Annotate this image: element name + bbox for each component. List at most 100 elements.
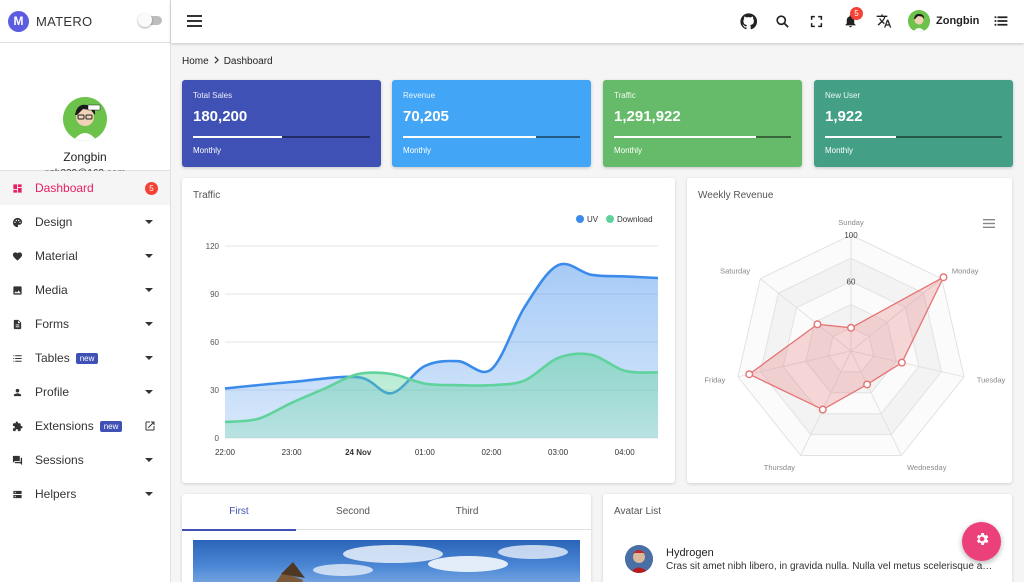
description-icon: [11, 318, 23, 330]
sidebar-item-tables[interactable]: Tables new: [0, 341, 170, 375]
list-item-name: Hydrogen: [666, 547, 714, 559]
sidebar-item-extensions[interactable]: Extensions new: [0, 409, 170, 443]
stat-progress-bar: [403, 136, 580, 138]
y-tick-label: 0: [215, 434, 220, 443]
legend-marker: [606, 215, 614, 223]
legend-label: UV: [587, 215, 599, 224]
stat-card-traffic: Traffic 1,291,922 Monthly: [603, 80, 802, 167]
chart-menu-icon[interactable]: [983, 215, 995, 233]
search-icon[interactable]: [773, 12, 791, 30]
sidebar-item-label: Design: [35, 215, 73, 229]
tab-second[interactable]: Second: [336, 506, 370, 517]
x-tick-label: 01:00: [415, 448, 436, 457]
stat-progress-bar: [193, 136, 370, 138]
radar-category-label: Friday: [704, 376, 725, 385]
notification-count-badge: 5: [850, 7, 863, 20]
radar-category-label: Thursday: [764, 463, 796, 472]
chevron-down-icon: [145, 322, 153, 326]
chevron-down-icon: [145, 458, 153, 462]
settings-gear-icon: [974, 531, 990, 552]
view-list-icon[interactable]: [992, 12, 1010, 30]
radar-axis: [737, 350, 852, 378]
traffic-chart-card: Traffic 0 30 60 90 120 22:00 23:00 24 Nov 01:00 0…: [182, 178, 675, 483]
sidebar-item-forms[interactable]: Forms: [0, 307, 170, 341]
sidebar-item-media[interactable]: Media: [0, 273, 170, 307]
new-badge: new: [99, 420, 123, 432]
x-tick-label: 23:00: [282, 448, 303, 457]
radar-tick-label: 60: [847, 277, 856, 286]
tab-third[interactable]: Third: [455, 506, 479, 517]
x-tick-label: 04:00: [615, 448, 636, 457]
series-area-download: [225, 353, 658, 438]
theme-toggle[interactable]: [138, 13, 164, 27]
radar-axis: [800, 350, 852, 456]
radar-data-point: [863, 380, 872, 389]
github-icon[interactable]: [739, 12, 757, 30]
radar-axis: [850, 278, 943, 352]
chevron-down-icon: [145, 492, 153, 496]
chevron-down-icon: [145, 390, 153, 394]
user-avatar[interactable]: [63, 97, 107, 141]
forum-icon: [11, 454, 23, 466]
radar-category-label: Sunday: [838, 218, 864, 227]
open-in-new-icon[interactable]: [144, 420, 156, 435]
radar-category-label: Wednesday: [907, 463, 947, 472]
card-title: Traffic: [193, 190, 221, 201]
translate-icon[interactable]: [875, 12, 893, 30]
series-line-download: [224, 352, 659, 424]
sidebar-item-material[interactable]: Material: [0, 239, 170, 273]
sidebar-item-label: Dashboard: [35, 181, 94, 195]
sidebar-item-dashboard[interactable]: Dashboard 5: [0, 171, 170, 205]
settings-fab-button[interactable]: [962, 522, 1001, 561]
fullscreen-icon[interactable]: [807, 12, 825, 30]
tab-first[interactable]: First: [182, 494, 296, 531]
sidebar-item-label: Helpers: [35, 487, 77, 501]
user-panel: Zongbin nzb329@163.com: [0, 43, 170, 201]
sidebar-item-label: Profile: [35, 385, 70, 399]
stat-title: Revenue: [403, 91, 436, 100]
x-tick-label: 02:00: [481, 448, 502, 457]
sidebar-item-label: Tables: [35, 351, 70, 365]
tabs-card: First Second Third: [182, 494, 591, 582]
sidebar-item-helpers[interactable]: Helpers: [0, 477, 170, 511]
list-item-text: Cras sit amet nibh libero, in gravida nu…: [666, 561, 993, 572]
breadcrumb-home[interactable]: Home: [182, 56, 209, 67]
weekly-revenue-card: Weekly Revenue 60 100 Sunday Monday Tuesday W…: [687, 178, 1012, 483]
traffic-area-chart: 0 30 60 90 120 22:00 23:00 24 Nov 01:00 02:00 03:0…: [206, 215, 659, 457]
card-title: Avatar List: [614, 506, 662, 517]
heart-icon: [11, 250, 23, 262]
radar-category-label: Monday: [952, 267, 979, 276]
y-tick-label: 90: [210, 290, 219, 299]
new-badge: new: [75, 352, 99, 364]
stat-progress-bar: [614, 136, 791, 138]
radar-series-area: [747, 275, 945, 411]
matero-logo-icon[interactable]: M: [8, 10, 29, 32]
sidebar-item-profile[interactable]: Profile: [0, 375, 170, 409]
palette-icon: [11, 216, 23, 228]
chevron-down-icon: [145, 220, 153, 224]
chevron-right-icon: [213, 56, 220, 67]
format-list-icon: [11, 352, 23, 364]
y-tick-label: 60: [210, 338, 219, 347]
sidebar-item-sessions[interactable]: Sessions: [0, 443, 170, 477]
stat-period: Monthly: [193, 146, 222, 155]
header-user-menu[interactable]: Zongbin: [908, 10, 979, 32]
radar-data-point: [813, 320, 822, 329]
sidebar-item-label: Sessions: [35, 453, 84, 467]
radar-axis: [850, 350, 965, 378]
extension-puzzle-icon: [11, 420, 23, 432]
sidebar-item-label: Extensions: [35, 419, 94, 433]
breadcrumb: Home Dashboard: [182, 56, 273, 67]
sidebar-item-design[interactable]: Design: [0, 205, 170, 239]
stat-period: Monthly: [614, 146, 643, 155]
notifications-bell-icon[interactable]: 5: [841, 7, 863, 30]
list-item-avatar: [625, 545, 653, 573]
header-user-name: Zongbin: [936, 15, 980, 27]
radar-axis: [759, 278, 852, 352]
stat-title: Traffic: [614, 91, 636, 100]
brand-name: MATERO: [36, 13, 93, 29]
sidebar-item-label: Media: [35, 283, 68, 297]
menu-hamburger-icon[interactable]: [185, 12, 203, 30]
stat-card-revenue: Revenue 70,205 Monthly: [392, 80, 591, 167]
chevron-down-icon: [145, 288, 153, 292]
